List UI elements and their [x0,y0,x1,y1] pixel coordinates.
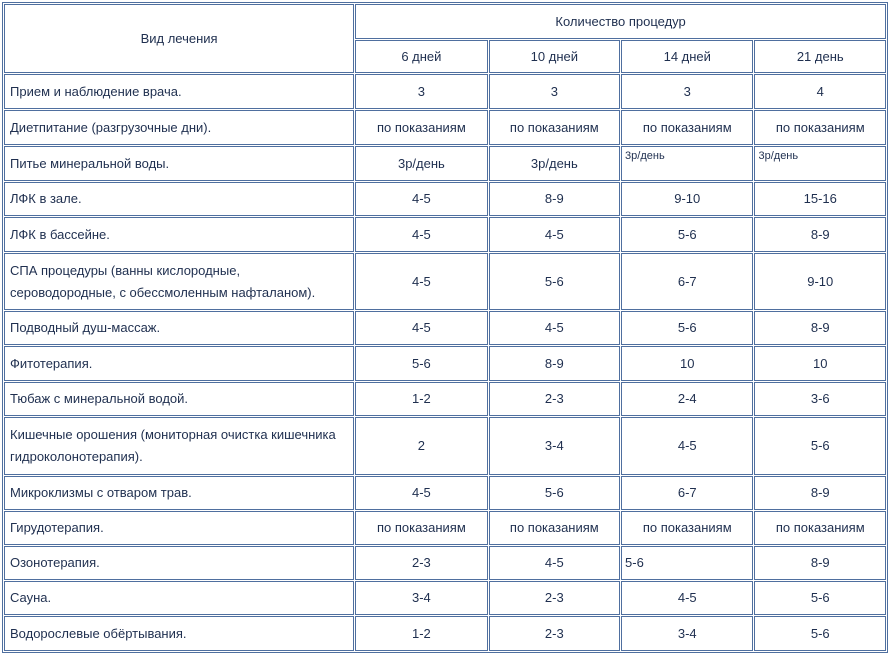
count-cell: 10 [621,346,754,381]
header-cell: Вид лечения [4,4,355,73]
count-cell: 5-6 [621,217,754,252]
count-cell: 4-5 [621,417,754,475]
count-cell: 4-5 [355,182,488,216]
table-row: ЛФК в бассейне. 4-5 4-5 5-6 8-9 [4,217,886,252]
count-cell: 4 [754,74,886,109]
count-cell: 10 [754,346,886,381]
count-cell: 2-3 [488,382,621,416]
header-cell: 6 дней [355,40,488,73]
count-cell: 4-5 [355,253,488,310]
table-row: Фитотерапия. 5-6 8-9 10 10 [4,346,886,381]
count-cell: 3 [355,74,488,109]
count-cell: 4-5 [355,476,488,510]
count-cell: по показаниям [754,511,886,545]
count-cell: 3-4 [621,616,754,651]
count-cell: 9-10 [621,182,754,216]
count-cell: 3р/день [488,146,621,181]
count-cell: по показаниям [488,511,621,545]
count-cell: 3 [621,74,754,109]
treatment-cell: СПА процедуры (ванны кислородные, серово… [4,253,355,310]
table-row: Диетпитание (разгрузочные дни). по показа… [4,110,886,145]
count-cell: по показаниям [355,511,488,545]
count-cell: 4-5 [488,217,621,252]
table-row: Сауна. 3-4 2-3 4-5 5-6 [4,581,886,615]
count-cell: 2-3 [355,546,488,580]
count-cell: 5-6 [754,417,886,475]
treatment-cell: Диетпитание (разгрузочные дни). [4,110,355,145]
count-cell: 8-9 [754,476,886,510]
procedures-table: Вид лечения Количество процедур 6 дней 10… [2,2,888,653]
treatment-cell: Тюбаж с минеральной водой. [4,382,355,416]
treatment-cell: Кишечные орошения (мониторная очистка ки… [4,417,355,475]
count-cell: 1-2 [355,616,488,651]
count-cell: 3-6 [754,382,886,416]
count-cell: по показаниям [621,110,754,145]
treatment-cell: ЛФК в бассейне. [4,217,355,252]
treatment-cell: Прием и наблюдение врача. [4,74,355,109]
table-row: Озонотерапия. 2-3 4-5 5-6 8-9 [4,546,886,580]
treatment-cell: Фитотерапия. [4,346,355,381]
count-cell: 8-9 [754,546,886,580]
treatment-cell: ЛФК в зале. [4,182,355,216]
count-cell: по показаниям [488,110,621,145]
count-cell: 2-3 [488,581,621,615]
table-row: ЛФК в зале. 4-5 8-9 9-10 15-16 [4,182,886,216]
table-row: Кишечные орошения (мониторная очистка ки… [4,417,886,475]
count-cell: по показаниям [754,110,886,145]
treatment-cell: Озонотерапия. [4,546,355,580]
treatment-cell: Питье минеральной воды. [4,146,355,181]
treatment-cell: Микроклизмы с отваром трав. [4,476,355,510]
count-cell: 2-3 [488,616,621,651]
count-cell: по показаниям [355,110,488,145]
count-cell: 3 [488,74,621,109]
count-cell: 3-4 [488,417,621,475]
count-cell: 6-7 [621,253,754,310]
table-row: Тюбаж с минеральной водой. 1-2 2-3 2-4 3-6 [4,382,886,416]
table-row: Питье минеральной воды. 3р/день 3р/день 3р/… [4,146,886,181]
count-cell: 3р/день [621,146,754,181]
treatment-cell: Гирудотерапия. [4,511,355,545]
treatment-cell: Подводный душ-массаж. [4,311,355,345]
count-cell: 6-7 [621,476,754,510]
count-cell: 5-6 [754,581,886,615]
count-cell: 3-4 [355,581,488,615]
count-cell: 5-6 [488,253,621,310]
count-cell: 5-6 [621,311,754,345]
table-row: Микроклизмы с отваром трав. 4-5 5-6 6-7 8-9 [4,476,886,510]
treatment-cell: Водорослевые обёртывания. [4,616,355,651]
count-cell: 4-5 [621,581,754,615]
count-cell: 9-10 [754,253,886,310]
count-cell: 1-2 [355,382,488,416]
count-cell: 4-5 [488,546,621,580]
table-row: Подводный душ-массаж. 4-5 4-5 5-6 8-9 [4,311,886,345]
count-cell: 8-9 [488,182,621,216]
count-cell: 4-5 [355,311,488,345]
count-cell: 2-4 [621,382,754,416]
table-row: Прием и наблюдение врача. 3 3 3 4 [4,74,886,109]
count-cell: 8-9 [754,311,886,345]
treatment-cell: Сауна. [4,581,355,615]
header-cell: Количество процедур [355,4,886,39]
table-row: Гирудотерапия. по показаниям по показаниям… [4,511,886,545]
count-cell: 3р/день [754,146,886,181]
header-cell: 10 дней [488,40,621,73]
count-cell: 15-16 [754,182,886,216]
count-cell: 5-6 [621,546,754,580]
count-cell: 2 [355,417,488,475]
count-cell: 4-5 [488,311,621,345]
count-cell: 4-5 [355,217,488,252]
count-cell: 5-6 [754,616,886,651]
count-cell: по показаниям [621,511,754,545]
count-cell: 3р/день [355,146,488,181]
count-cell: 5-6 [488,476,621,510]
header-cell: 21 день [754,40,886,73]
header-cell: 14 дней [621,40,754,73]
count-cell: 5-6 [355,346,488,381]
count-cell: 8-9 [754,217,886,252]
table-row: СПА процедуры (ванны кислородные, серово… [4,253,886,310]
table-row: Водорослевые обёртывания. 1-2 2-3 3-4 5-6 [4,616,886,651]
count-cell: 8-9 [488,346,621,381]
